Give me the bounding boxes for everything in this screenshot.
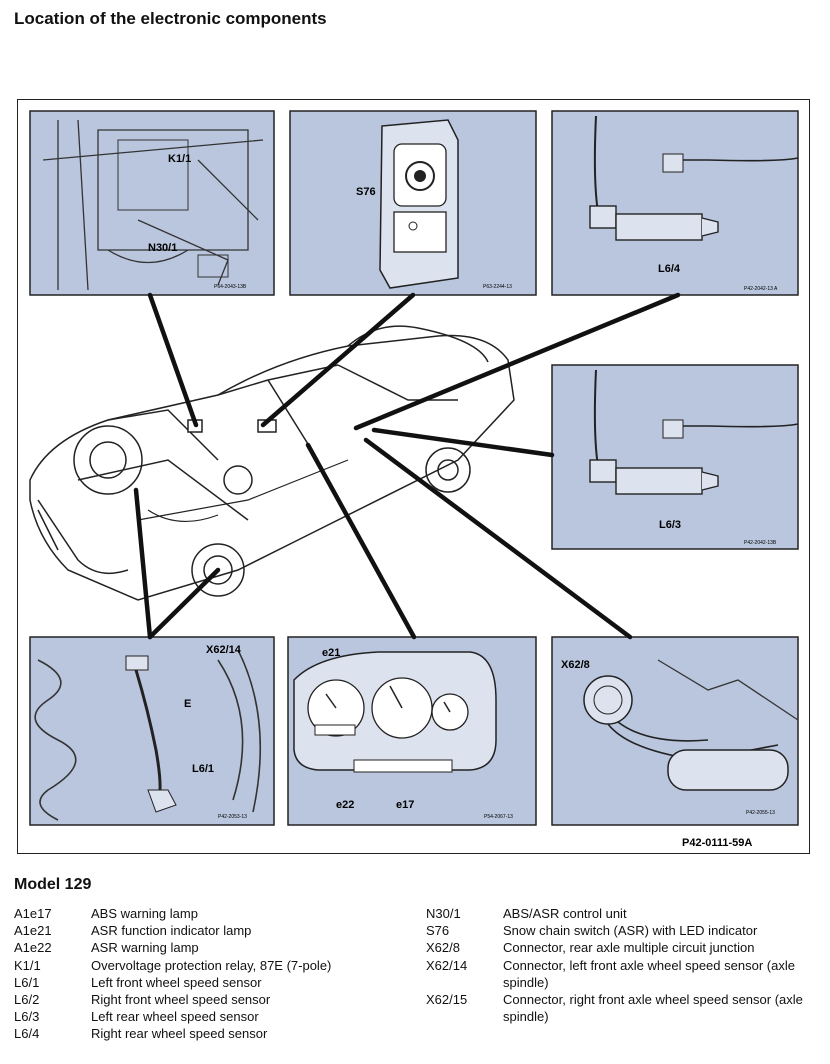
page-title: Location of the electronic components <box>14 9 327 28</box>
ref-code: P42-2055-13 <box>746 810 775 816</box>
label-l6-3: L6/3 <box>659 519 681 531</box>
label-l6-4: L6/4 <box>658 263 681 275</box>
legend-row: L6/4 Right rear wheel speed sensor <box>14 1025 331 1042</box>
label-k1-1: K1/1 <box>168 153 191 165</box>
legend-code: X62/14 <box>426 957 468 973</box>
legend-row: X62/14 Connector, left front axle wheel s… <box>426 957 803 991</box>
legend-row: K1/1 Overvoltage protection relay, 87E (7… <box>14 957 331 974</box>
panel-x62-8: X62/8 P42-2055-13 <box>551 636 799 826</box>
panel-l6-3: L6/3 P42-2042-13B <box>551 364 799 550</box>
legend-desc: Left rear wheel speed sensor <box>91 1009 259 1025</box>
ref-code: P63-2244-13 <box>483 284 512 290</box>
legend-desc: Left front wheel speed sensor <box>91 974 262 990</box>
ref-code: P42-2042-13 A <box>744 286 778 292</box>
legend-code: L6/1 <box>14 974 40 990</box>
legend-desc: Connector, left front axle wheel speed s… <box>503 957 795 990</box>
label-e21: e21 <box>322 647 340 659</box>
leader-lines <box>133 292 681 640</box>
label-s76: S76 <box>356 186 376 198</box>
legend-code: X62/15 <box>426 992 468 1008</box>
legend-row: X62/15 Connector, right front axle wheel … <box>426 991 803 1025</box>
legend-code: K1/1 <box>14 957 41 973</box>
legend-row: A1e17 ABS warning lamp <box>14 905 331 922</box>
legend-desc: Right front wheel speed sensor <box>91 992 271 1008</box>
panel-cluster: e21 e22 e17 P54-2067-13 <box>287 636 537 826</box>
legend-desc: ABS warning lamp <box>91 906 198 921</box>
panel-l6-4: L6/4 P42-2042-13 A <box>551 110 799 296</box>
vehicle-illustration <box>29 325 515 601</box>
legend-code: L6/4 <box>14 1026 40 1042</box>
legend-desc: Connector, right front axle wheel speed … <box>503 992 803 1025</box>
legend-row: L6/3 Left rear wheel speed sensor <box>14 1008 331 1025</box>
legend-code: N30/1 <box>426 906 461 921</box>
figure-reference-code: P42-0111-59A <box>682 837 752 849</box>
ref-code: P42-2053-13 <box>218 814 247 820</box>
legend-desc: Overvoltage protection relay, 87E (7-pol… <box>91 957 332 973</box>
label-l6-1: L6/1 <box>192 763 214 775</box>
legend-row: A1e22 ASR warning lamp <box>14 939 331 956</box>
label-x62-14: X62/14 <box>206 644 242 656</box>
legend-code: S76 <box>426 923 450 939</box>
legend-code: A1e21 <box>14 923 52 939</box>
legend-desc: Snow chain switch (ASR) with LED indicat… <box>503 923 758 939</box>
label-x62-8: X62/8 <box>561 659 590 671</box>
legend-row: X62/8 Connector, rear axle multiple circu… <box>426 939 803 956</box>
legend-desc: Connector, rear axle multiple circuit ju… <box>503 940 755 956</box>
legend-row: N30/1 ABS/ASR control unit <box>426 905 803 922</box>
legend-code: X62/8 <box>426 940 460 956</box>
panel-k1-n30: K1/1 N30/1 P64-2043-13B <box>29 110 275 296</box>
label-e17: e17 <box>396 799 414 811</box>
legend-right: N30/1 ABS/ASR control unit S76 Snow chain … <box>426 905 803 1025</box>
legend-left: A1e17 ABS warning lamp A1e21 ASR function … <box>14 905 331 1043</box>
legend-desc: ASR warning lamp <box>91 940 199 956</box>
legend-code: A1e17 <box>14 906 52 921</box>
legend-desc: Right rear wheel speed sensor <box>91 1026 268 1042</box>
legend-row: L6/1 Left front wheel speed sensor <box>14 974 331 991</box>
ref-code: P64-2043-13B <box>214 284 247 290</box>
panel-x62-14: X62/14 E L6/1 P42-2053-13 <box>29 636 275 826</box>
legend-code: L6/2 <box>14 992 40 1008</box>
label-e: E <box>184 698 191 710</box>
legend-code: L6/3 <box>14 1009 40 1025</box>
legend-row: S76 Snow chain switch (ASR) with LED indi… <box>426 922 803 939</box>
legend-row: L6/2 Right front wheel speed sensor <box>14 991 331 1008</box>
ref-code: P42-2042-13B <box>744 540 777 546</box>
ref-code: P54-2067-13 <box>484 814 513 820</box>
legend-desc: ASR function indicator lamp <box>91 923 252 939</box>
model-title: Model 129 <box>14 876 92 893</box>
legend-desc: ABS/ASR control unit <box>503 906 627 921</box>
legend-code: A1e22 <box>14 940 52 956</box>
label-e22: e22 <box>336 799 354 811</box>
component-location-diagram: K1/1 N30/1 P64-2043-13B S76 P63-2244-13 … <box>17 99 810 854</box>
panel-s76: S76 P63-2244-13 <box>289 110 537 296</box>
label-n30-1: N30/1 <box>148 242 177 254</box>
legend-row: A1e21 ASR function indicator lamp <box>14 922 331 939</box>
